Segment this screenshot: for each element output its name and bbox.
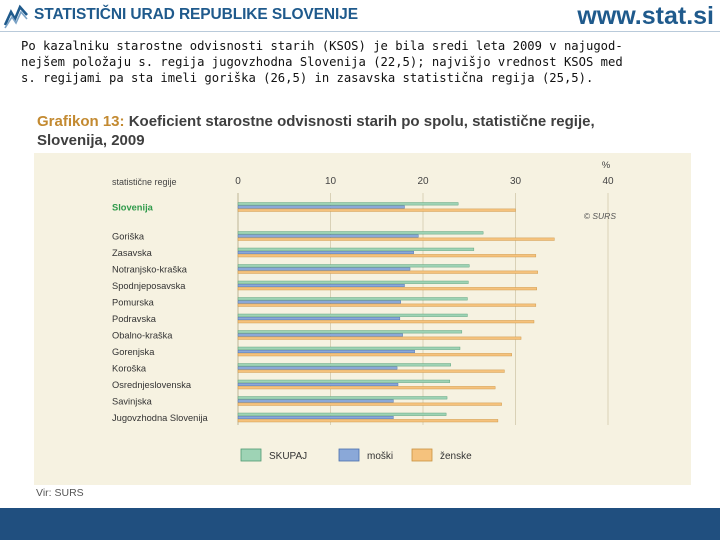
bar-ženske (237, 369, 505, 373)
bar-skupaj (237, 379, 451, 383)
surs-logo-icon (3, 4, 28, 29)
bar-moški (237, 416, 394, 420)
legend-label: SKUPAJ (269, 451, 307, 462)
x-tick-label: 20 (417, 176, 429, 187)
header-divider (0, 31, 720, 32)
category-label: Slovenija (112, 203, 154, 213)
footer-bar (0, 508, 720, 540)
bar-moški (237, 250, 414, 254)
unit-label: % (602, 160, 611, 171)
bar-moški (237, 234, 419, 238)
chart-title-line2: Slovenija, 2009 (37, 132, 145, 149)
bar-skupaj (237, 280, 469, 284)
bar-moški (237, 349, 415, 353)
category-label: Zasavska (112, 248, 153, 258)
bar-ženske (237, 386, 496, 390)
bar-ženske (237, 419, 499, 423)
bar-moški (237, 333, 403, 337)
bar-moški (237, 366, 398, 370)
bar-ženske (237, 353, 512, 357)
bar-ženske (237, 287, 537, 291)
bar-skupaj (237, 412, 447, 416)
category-label: Pomurska (112, 298, 155, 308)
website-link[interactable]: www.stat.si (577, 2, 714, 30)
category-label: Gorenjska (112, 347, 155, 357)
x-tick-label: 10 (325, 176, 337, 187)
category-label: Notranjsko-kraška (112, 265, 188, 275)
category-label: Spodnjeposavska (112, 281, 186, 291)
bar-moški (237, 316, 401, 320)
category-label: Osrednjeslovenska (112, 380, 192, 390)
category-label: Koroška (112, 364, 147, 374)
bar-moški (237, 300, 402, 304)
bar-ženske (237, 303, 537, 307)
bar-ženske (237, 320, 535, 324)
legend-swatch-skupaj (240, 448, 262, 462)
bar-ženske (237, 270, 538, 274)
bar-moški (237, 399, 394, 403)
bar-skupaj (237, 264, 470, 268)
bar-moški (237, 283, 405, 287)
bar-skupaj (237, 297, 468, 301)
category-label: Goriška (112, 232, 145, 242)
bar-moški (237, 382, 399, 386)
bar-moški (237, 267, 411, 271)
bar-skupaj (237, 231, 484, 235)
bar-skupaj (237, 396, 448, 400)
intro-line: Po kazalniku starostne odvisnosti starih… (21, 39, 623, 53)
chart-title: Grafikon 13: Koeficient starostne odvisn… (37, 112, 595, 150)
organization-name: STATISTIČNI URAD REPUBLIKE SLOVENIJE (34, 6, 358, 23)
category-label: Savinjska (112, 397, 153, 407)
bar-moški (237, 205, 405, 209)
header: STATISTIČNI URAD REPUBLIKE SLOVENIJE www… (0, 0, 720, 34)
category-label: Podravska (112, 314, 157, 324)
bar-ženske (237, 208, 516, 212)
category-label: Jugovzhodna Slovenija (112, 413, 208, 423)
bar-skupaj (237, 346, 461, 350)
bar-skupaj (237, 330, 463, 334)
bar-skupaj (237, 247, 475, 251)
x-tick-label: 0 (235, 176, 241, 187)
bar-ženske (237, 254, 537, 258)
bar-skupaj (237, 313, 468, 317)
bar-skupaj (237, 202, 459, 206)
copyright-note: © SURS (584, 211, 617, 221)
source-note: Vir: SURS (36, 487, 84, 499)
bar-ženske (237, 336, 522, 340)
x-tick-label: 40 (602, 176, 614, 187)
legend-swatch-moški (338, 448, 360, 462)
intro-line: s. regijami pa sta imeli goriška (26,5) … (21, 71, 594, 85)
intro-text: Po kazalniku starostne odvisnosti starih… (21, 38, 701, 86)
bar-ženske (237, 237, 555, 241)
row-header-label: statistične regije (112, 177, 177, 187)
intro-line: nejšem položaju s. regija jugovzhodna Sl… (21, 55, 623, 69)
chart-title-prefix: Grafikon 13: (37, 113, 125, 130)
bar-skupaj (237, 363, 451, 367)
chart-panel: statistične regije% 0 10 20 30 40 Slovenija Gor… (34, 153, 691, 485)
legend-label: ženske (440, 451, 472, 462)
bar-ženske (237, 402, 502, 406)
legend-swatch-ženske (411, 448, 433, 462)
x-tick-label: 30 (510, 176, 522, 187)
bar-chart: statistične regije% 0 10 20 30 40 Slovenija Gor… (112, 160, 617, 462)
chart-title-line1: Koeficient starostne odvisnosti starih p… (128, 113, 595, 130)
legend-label: moški (367, 451, 393, 462)
category-label: Obalno-kraška (112, 331, 173, 341)
